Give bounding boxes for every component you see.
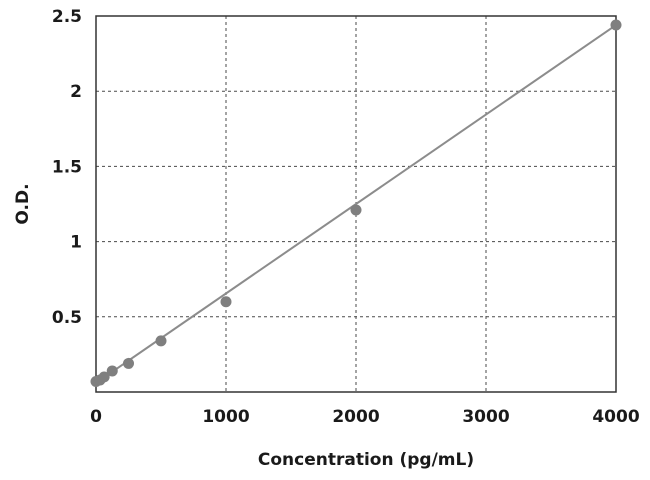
y-axis-title: O.D. [13,183,33,224]
data-point [350,204,362,216]
y-tick-label: 2 [70,82,82,102]
data-points [90,19,622,387]
data-point [220,296,232,308]
x-tick-label: 3000 [462,407,509,427]
y-axis-ticks: 0.5 1 1.5 2 2.5 [52,7,82,328]
y-tick-label: 1 [70,233,82,253]
data-point [610,19,622,31]
data-point [106,365,118,377]
plot-frame [95,15,617,393]
x-tick-label: 1000 [202,407,249,427]
x-tick-label: 2000 [332,407,379,427]
x-axis-ticks: 0 1000 2000 3000 4000 [90,407,640,427]
fit-line-layer [95,24,617,384]
data-point [123,357,134,369]
data-point [155,335,167,347]
y-tick-label: 1.5 [52,157,82,177]
y-tick-label: 0.5 [52,308,82,328]
fit-line [95,24,617,384]
data-point [98,371,110,383]
y-tick-label: 2.5 [52,7,82,27]
x-tick-label: 0 [90,407,102,427]
x-tick-label: 4000 [592,407,639,427]
grid-lines [96,16,616,392]
x-axis-title: Concentration (pg/mL) [258,450,474,470]
